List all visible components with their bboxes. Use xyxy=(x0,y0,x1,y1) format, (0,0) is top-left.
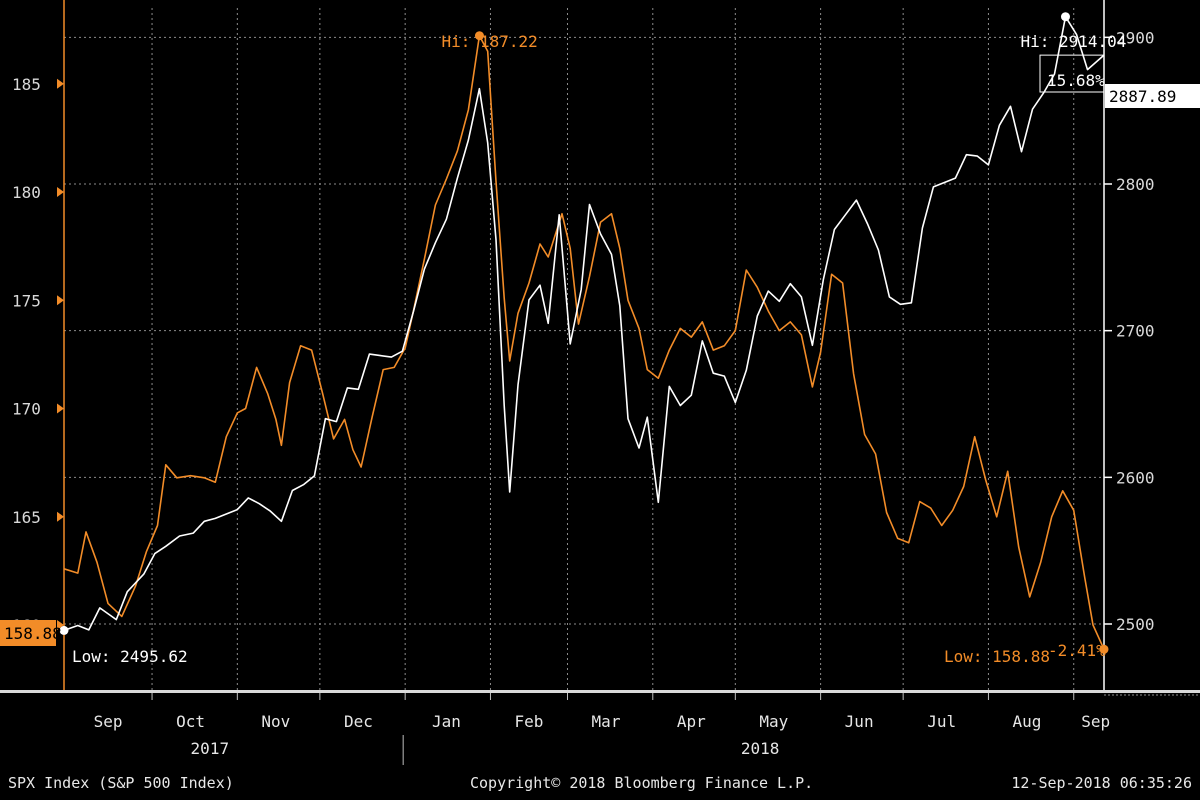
footer-timestamp: 12-Sep-2018 06:35:26 xyxy=(1011,774,1192,792)
left-axis-tick-marker xyxy=(57,187,64,198)
x-axis-month-label: Mar xyxy=(592,712,621,731)
right-axis-tick-label: 2500 xyxy=(1116,615,1155,634)
series-line-orange xyxy=(63,34,1105,650)
x-axis-month-label: Sep xyxy=(1081,712,1110,731)
x-axis-baseline xyxy=(0,690,1200,693)
x-axis-year-label: 2017 xyxy=(191,739,230,758)
right-last-value-box xyxy=(1105,84,1200,108)
left-low-marker xyxy=(1099,644,1109,654)
left-axis-tick-marker xyxy=(57,511,64,522)
left-axis-tick-marker xyxy=(57,403,64,414)
x-axis-month-label: Sep xyxy=(94,712,123,731)
right-high-marker xyxy=(1060,12,1070,22)
x-axis-year-label: 2018 xyxy=(741,739,780,758)
left-last-value-text: 158.88 xyxy=(4,624,62,643)
x-axis-month-label: Aug xyxy=(1013,712,1042,731)
footer-security-label: SPX Index (S&P 500 Index) xyxy=(8,774,234,792)
left-axis-tick-label: 175 xyxy=(12,291,41,310)
left-change-label: -2.41% xyxy=(1048,641,1106,660)
left-axis-tick-marker xyxy=(57,295,64,306)
left-axis-tick-label: 185 xyxy=(12,75,41,94)
right-last-connector xyxy=(1039,54,1104,93)
left-axis-tick-marker xyxy=(57,620,64,631)
right-last-value-text: 2887.89 xyxy=(1109,87,1176,106)
left-axis-tick-label: 180 xyxy=(12,183,41,202)
x-axis-month-label: Nov xyxy=(261,712,290,731)
left-axis-tick-label: 165 xyxy=(12,508,41,527)
x-axis-month-label: Oct xyxy=(176,712,205,731)
x-axis-month-label: Dec xyxy=(344,712,373,731)
left-high-marker xyxy=(474,31,484,41)
right-axis-tick-label: 2900 xyxy=(1116,28,1155,47)
right-low-label: Low: 2495.62 xyxy=(72,647,188,666)
left-axis-tick-marker xyxy=(57,78,64,89)
x-axis-month-label: Jun xyxy=(845,712,874,731)
x-axis-month-label: Apr xyxy=(677,712,706,731)
footer-copyright: Copyright© 2018 Bloomberg Finance L.P. xyxy=(470,774,814,792)
x-axis-month-label: Jul xyxy=(927,712,956,731)
series-line-white xyxy=(63,15,1105,632)
right-high-label: Hi: 2914.04 xyxy=(1020,32,1126,51)
right-axis-tick-label: 2700 xyxy=(1116,322,1155,341)
x-axis-month-label: Jan xyxy=(432,712,461,731)
chart: 16016517017518018525002600270028002900Se… xyxy=(0,0,1200,765)
right-change-label: 15.68% xyxy=(1047,71,1105,90)
left-low-label: Low: 158.88 xyxy=(944,647,1050,666)
left-axis-tick-label: 170 xyxy=(12,400,41,419)
x-axis-month-label: May xyxy=(759,712,788,731)
left-last-value-box xyxy=(0,620,56,646)
footer: SPX Index (S&P 500 Index) Copyright© 201… xyxy=(0,768,1200,800)
x-axis-month-label: Feb xyxy=(515,712,544,731)
right-axis-tick-label: 2600 xyxy=(1116,468,1155,487)
right-axis-tick-label: 2800 xyxy=(1116,175,1155,194)
left-high-label: Hi: 187.22 xyxy=(441,32,537,51)
right-low-marker xyxy=(59,625,69,635)
